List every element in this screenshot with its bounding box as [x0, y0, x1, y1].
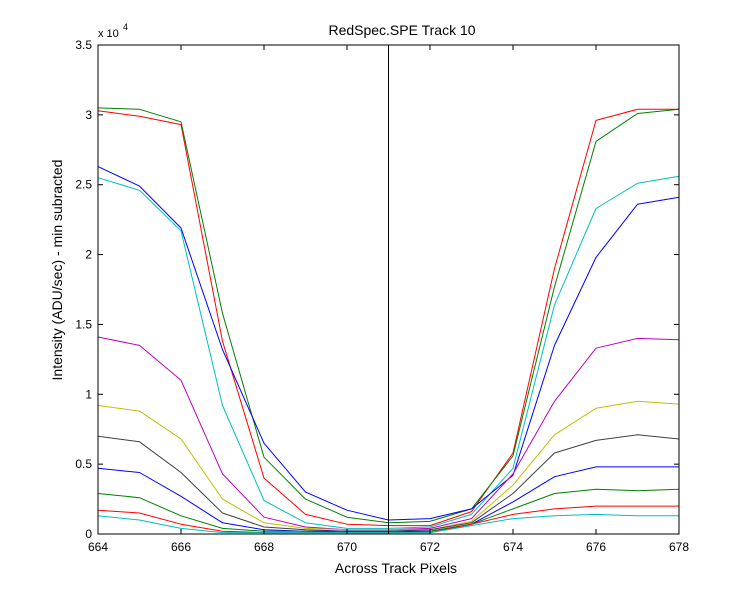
x-tick-label: 674 [503, 540, 523, 554]
x-tick-label: 678 [669, 540, 689, 554]
y-exponent-label: x 10 [98, 28, 119, 40]
y-axis-label: Intensity (ADU/sec) - min subracted [49, 160, 65, 381]
x-tick-label: 666 [171, 540, 191, 554]
x-tick-label: 672 [420, 540, 440, 554]
plot-frame [97, 44, 680, 535]
tick-layer: 664 666 668 670 672 674 676 678 0 0.5 1 1.5 2 2.5 3 3.5 [75, 38, 689, 554]
chart-title: RedSpec.SPE Track 10 [328, 22, 475, 38]
y-tick-label: 1 [85, 387, 92, 401]
y-tick-label: 1.5 [75, 317, 92, 331]
y-tick-label: 3.5 [75, 38, 92, 52]
y-tick-label: 0 [85, 527, 92, 541]
y-tick-label: 2.5 [75, 178, 92, 192]
x-axis-label: Across Track Pixels [335, 560, 457, 576]
y-exponent-power: 4 [123, 22, 128, 32]
y-tick-label: 0.5 [75, 457, 92, 471]
y-tick-label: 2 [85, 248, 92, 262]
x-tick-label: 664 [88, 540, 108, 554]
x-tick-label: 668 [254, 540, 274, 554]
x-tick-label: 670 [337, 540, 357, 554]
x-tick-label: 676 [586, 540, 606, 554]
y-tick-label: 3 [85, 108, 92, 122]
